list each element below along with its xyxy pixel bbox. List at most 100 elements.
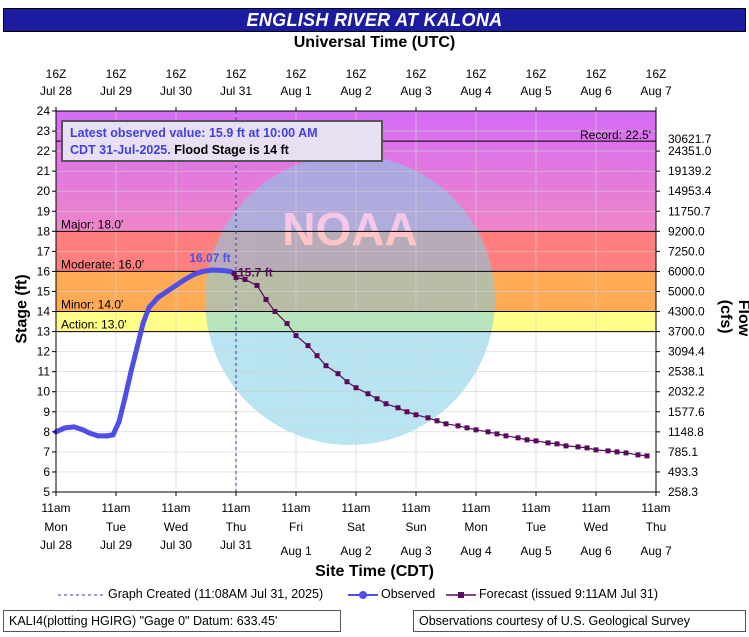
- observed-legend-label: Observed: [381, 587, 436, 601]
- flow-axis-title: Flow (cfs): [717, 299, 749, 337]
- flow-tick-label: 19139.2: [668, 164, 712, 178]
- forecast-point: [635, 452, 641, 458]
- x-tick-day: Tue: [106, 520, 127, 534]
- y-tick-label: 19: [37, 204, 51, 218]
- x-tick-time: 11am: [281, 501, 310, 515]
- utc-tick-time: 16Z: [286, 67, 307, 81]
- x-tick-day: Thu: [646, 520, 667, 534]
- flow-tick-label: 24351.0: [668, 144, 712, 158]
- noaa-watermark: NOAA: [205, 155, 495, 445]
- observed-point: [71, 424, 77, 430]
- threshold-label-moderate: Moderate: 16.0': [61, 257, 144, 271]
- y-tick-label: 13: [37, 325, 51, 339]
- forecast-point: [605, 448, 611, 454]
- stage-axis-title: Stage (ft): [13, 274, 31, 344]
- observed-point: [218, 267, 224, 274]
- footer: KALI4(plotting HGIRG) "Gage 0" Datum: 63…: [3, 610, 746, 634]
- forecast-point: [233, 274, 239, 280]
- observed-point: [191, 271, 197, 278]
- x-tick-time: 11am: [521, 501, 550, 515]
- x-tick-time: 11am: [161, 501, 190, 515]
- x-tick-day: Wed: [584, 520, 608, 534]
- utc-tick-date: Aug 7: [640, 84, 672, 98]
- x-tick-date: Jul 29: [100, 538, 132, 552]
- observed-point: [122, 395, 128, 401]
- cdt-axis-title: Site Time (CDT): [315, 563, 434, 580]
- observed-point: [80, 427, 86, 433]
- utc-tick-time: 16Z: [226, 67, 247, 81]
- y-tick-label: 23: [37, 124, 51, 138]
- forecast-point: [485, 429, 491, 435]
- threshold-label-major: Major: 18.0': [61, 217, 123, 231]
- x-tick-day: Sun: [405, 520, 426, 534]
- y-tick-label: 24: [37, 104, 51, 118]
- utc-tick-date: Aug 2: [340, 84, 372, 98]
- observed-point: [116, 419, 122, 425]
- y-tick-label: 7: [43, 445, 50, 459]
- flow-tick-label: 2538.1: [668, 365, 705, 379]
- observed-point: [164, 288, 170, 295]
- observed-point: [110, 432, 116, 438]
- x-tick-time: 11am: [401, 501, 430, 515]
- forecast-point: [374, 396, 380, 402]
- forecast-point: [305, 343, 311, 349]
- forecast-point: [503, 433, 509, 439]
- x-tick-day: Mon: [44, 520, 67, 534]
- forecast-point: [524, 437, 530, 443]
- forecast-first-label: 15.7 ft: [238, 265, 273, 279]
- forecast-point: [335, 371, 341, 377]
- threshold-label-action: Action: 13.0': [61, 318, 127, 332]
- legend: Graph Created (11:08AM Jul 31, 2025) Obs…: [3, 585, 746, 605]
- latest-value-line2: CDT 31-Jul-2025.: [70, 143, 171, 157]
- utc-tick-time: 16Z: [526, 67, 547, 81]
- forecast-point: [231, 270, 237, 276]
- x-tick-day: Thu: [226, 520, 247, 534]
- forecast-point: [644, 453, 650, 459]
- x-tick-day: Wed: [164, 520, 188, 534]
- flow-tick-label: 493.3: [668, 465, 698, 479]
- forecast-point: [365, 391, 371, 397]
- flow-tick-label: 5000.0: [668, 284, 705, 298]
- y-tick-label: 16: [37, 264, 51, 278]
- forecast-point: [614, 449, 620, 455]
- x-tick-time: 11am: [221, 501, 250, 515]
- forecast-point: [575, 444, 581, 450]
- observed-point: [209, 267, 215, 273]
- x-tick-date: Jul 30: [160, 538, 192, 552]
- utc-tick-date: Aug 1: [280, 84, 312, 98]
- y-tick-label: 9: [43, 405, 50, 419]
- threshold-label-minor: Minor: 14.0': [61, 298, 123, 312]
- y-tick-label: 18: [37, 224, 51, 238]
- forecast-point: [434, 418, 440, 424]
- forecast-point: [344, 379, 350, 385]
- flow-tick-label: 3094.4: [668, 345, 705, 359]
- forecast-point: [554, 441, 560, 447]
- y-tick-label: 11: [38, 365, 51, 379]
- forecast-point: [425, 415, 431, 421]
- forecast-point: [242, 276, 248, 282]
- observed-point: [146, 304, 152, 311]
- chart-title: ENGLISH RIVER AT KALONA: [246, 10, 503, 30]
- utc-tick-time: 16Z: [586, 67, 607, 81]
- y-tick-label: 15: [37, 284, 51, 298]
- utc-tick-date: Jul 28: [40, 84, 72, 98]
- legend-swatches: [58, 591, 476, 599]
- utc-axis-title: Universal Time (UTC): [293, 34, 456, 51]
- forecast-point: [545, 440, 551, 446]
- observed-point: [173, 282, 179, 289]
- forecast-point: [464, 425, 470, 431]
- forecast-point: [494, 431, 500, 437]
- forecast-point: [383, 401, 389, 407]
- x-tick-time: 11am: [101, 501, 130, 515]
- x-tick-date: Aug 3: [400, 544, 432, 558]
- flow-tick-label: 258.3: [668, 485, 698, 499]
- observed-point: [86, 430, 92, 436]
- y-tick-label: 21: [37, 164, 51, 178]
- flow-tick-label: 6000.0: [668, 264, 705, 278]
- forecast-swatch-dot: [458, 592, 464, 598]
- x-tick-time: 11am: [341, 501, 370, 515]
- observed-point: [134, 345, 140, 351]
- x-tick-date: Aug 4: [460, 544, 492, 558]
- latest-value-line1: Latest observed value: 15.9 ft at 10:00 …: [70, 126, 318, 140]
